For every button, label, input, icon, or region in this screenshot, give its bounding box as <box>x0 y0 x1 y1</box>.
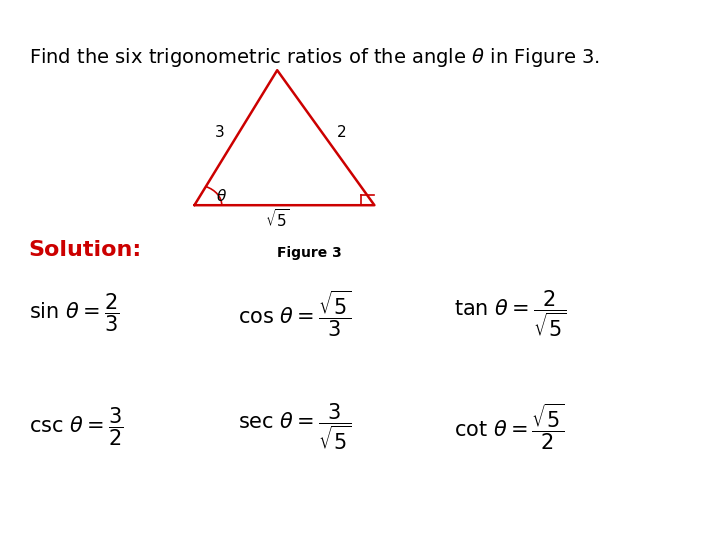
Text: $\sin\,\theta = \dfrac{2}{3}$: $\sin\,\theta = \dfrac{2}{3}$ <box>29 292 120 334</box>
Text: $\sec\,\theta = \dfrac{3}{\sqrt{5}}$: $\sec\,\theta = \dfrac{3}{\sqrt{5}}$ <box>238 401 351 452</box>
Text: $\sqrt{5}$: $\sqrt{5}$ <box>265 208 289 230</box>
Text: Solution:: Solution: <box>29 240 142 260</box>
Text: Figure 3: Figure 3 <box>277 246 342 260</box>
Text: Find the six trigonometric ratios of the angle $\theta$ in Figure 3.: Find the six trigonometric ratios of the… <box>29 46 600 69</box>
Text: $\tan\,\theta = \dfrac{2}{\sqrt{5}}$: $\tan\,\theta = \dfrac{2}{\sqrt{5}}$ <box>454 288 566 339</box>
Text: $\cos\,\theta = \dfrac{\sqrt{5}}{3}$: $\cos\,\theta = \dfrac{\sqrt{5}}{3}$ <box>238 288 351 339</box>
Text: $\csc\,\theta = \dfrac{3}{2}$: $\csc\,\theta = \dfrac{3}{2}$ <box>29 406 123 448</box>
Text: 2: 2 <box>337 125 347 140</box>
Text: $\theta$: $\theta$ <box>216 188 228 204</box>
Text: $\cot\,\theta = \dfrac{\sqrt{5}}{2}$: $\cot\,\theta = \dfrac{\sqrt{5}}{2}$ <box>454 401 564 452</box>
Text: 3: 3 <box>215 125 225 140</box>
